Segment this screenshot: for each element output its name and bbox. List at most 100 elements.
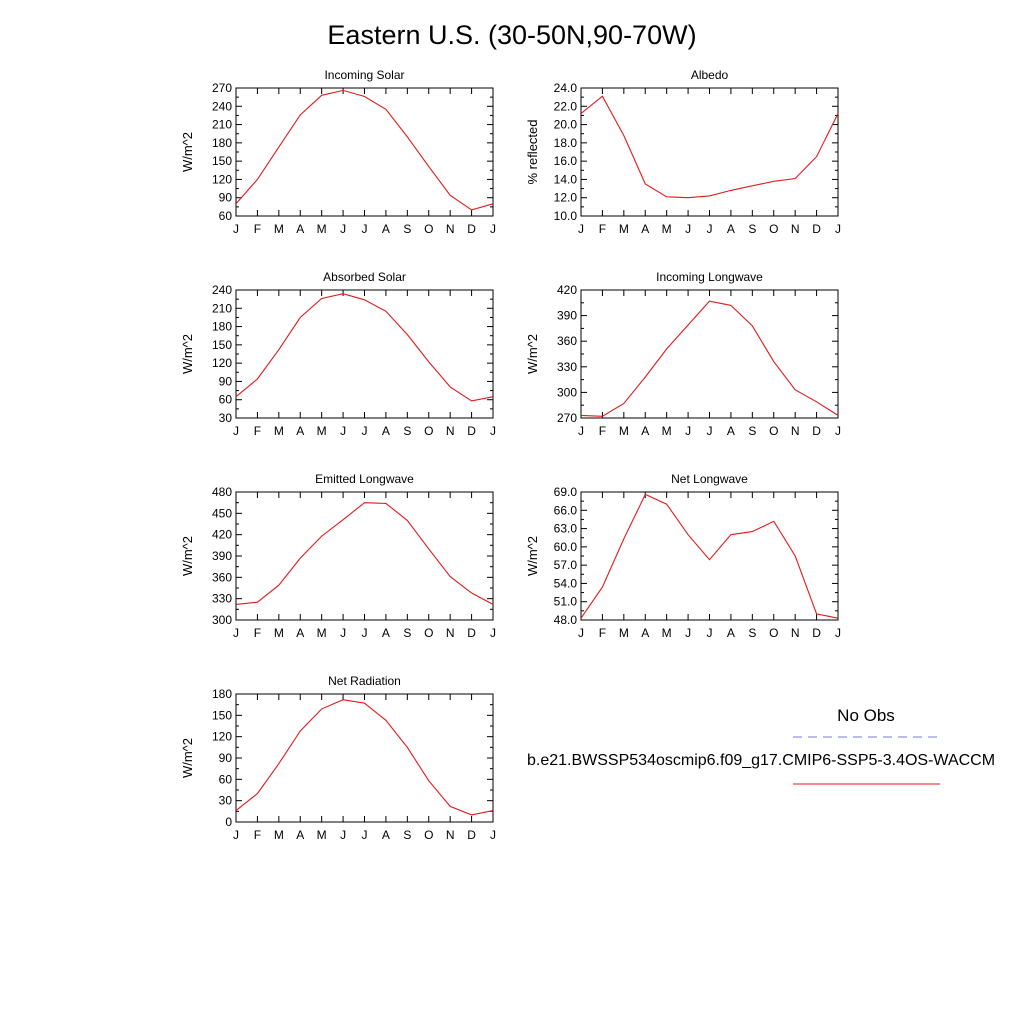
plot-frame [235, 693, 494, 823]
x-tick-label: A [382, 424, 390, 438]
y-tick-label: 240 [212, 99, 232, 113]
x-tick-label: J [233, 626, 239, 640]
y-tick-label: 12.0 [554, 191, 578, 205]
x-tick-label: A [382, 828, 390, 842]
series-line-model [580, 493, 839, 619]
y-tick-label: 22.0 [554, 99, 578, 113]
x-tick-label: O [769, 626, 778, 640]
panel-title: Net Longwave [671, 472, 748, 486]
y-tick-label: 90 [219, 191, 233, 205]
series-line-model [235, 699, 494, 816]
panel-title: Incoming Solar [324, 68, 404, 82]
panel-title: Emitted Longwave [315, 472, 414, 486]
y-axis-label: W/m^2 [180, 738, 195, 778]
y-tick-label: 120 [212, 730, 232, 744]
y-axis-label: W/m^2 [525, 536, 540, 576]
x-tick-label: F [599, 424, 606, 438]
x-tick-label: J [490, 626, 496, 640]
series-line-model [235, 293, 494, 402]
plot-frame [235, 289, 494, 419]
x-tick-label: J [707, 626, 713, 640]
panel-title: Absorbed Solar [323, 270, 406, 284]
x-tick-label: J [835, 222, 841, 236]
y-axis-label: W/m^2 [180, 334, 195, 374]
x-tick-label: J [578, 424, 584, 438]
x-tick-label: D [812, 626, 821, 640]
y-tick-label: 300 [212, 613, 232, 627]
x-tick-label: A [641, 626, 649, 640]
series-line-model [235, 502, 494, 605]
x-tick-label: D [812, 424, 821, 438]
x-tick-label: F [599, 626, 606, 640]
y-tick-label: 30 [219, 794, 233, 808]
x-tick-label: M [662, 424, 672, 438]
x-tick-label: S [748, 424, 756, 438]
y-tick-label: 20.0 [554, 118, 578, 132]
y-axis-label: W/m^2 [180, 536, 195, 576]
y-tick-label: 360 [557, 334, 577, 348]
x-tick-label: M [619, 222, 629, 236]
x-tick-label: J [835, 424, 841, 438]
x-tick-label: J [685, 626, 691, 640]
x-tick-label: J [233, 222, 239, 236]
x-tick-label: J [578, 626, 584, 640]
y-tick-label: 150 [212, 338, 232, 352]
x-tick-label: S [403, 222, 411, 236]
y-tick-label: 180 [212, 136, 232, 150]
y-tick-label: 330 [557, 360, 577, 374]
y-tick-label: 69.0 [554, 485, 578, 499]
y-tick-label: 420 [557, 283, 577, 297]
x-tick-label: J [340, 222, 346, 236]
y-tick-label: 18.0 [554, 136, 578, 150]
x-tick-label: O [769, 424, 778, 438]
y-tick-label: 180 [212, 320, 232, 334]
x-tick-label: M [619, 626, 629, 640]
x-tick-label: M [662, 222, 672, 236]
x-tick-label: M [274, 222, 284, 236]
x-tick-label: J [490, 828, 496, 842]
x-tick-label: S [748, 626, 756, 640]
y-tick-label: 24.0 [554, 81, 578, 95]
y-tick-label: 180 [212, 687, 232, 701]
x-tick-label: D [467, 828, 476, 842]
series-line-model [580, 95, 839, 199]
x-tick-label: S [748, 222, 756, 236]
x-tick-label: F [254, 222, 261, 236]
x-tick-label: N [446, 626, 455, 640]
x-tick-label: F [254, 626, 261, 640]
y-tick-label: 300 [557, 385, 577, 399]
x-tick-label: D [467, 424, 476, 438]
panel-title: Net Radiation [328, 674, 401, 688]
x-tick-label: M [662, 626, 672, 640]
y-tick-label: 330 [212, 592, 232, 606]
x-tick-label: M [274, 626, 284, 640]
y-tick-label: 390 [557, 309, 577, 323]
y-tick-label: 51.0 [554, 595, 578, 609]
x-tick-label: J [578, 222, 584, 236]
y-axis-label: W/m^2 [525, 334, 540, 374]
x-tick-label: F [254, 424, 261, 438]
x-tick-label: M [274, 828, 284, 842]
x-tick-label: S [403, 424, 411, 438]
x-tick-label: A [727, 222, 735, 236]
plot-frame [580, 491, 839, 621]
y-tick-label: 420 [212, 528, 232, 542]
y-tick-label: 10.0 [554, 209, 578, 223]
y-tick-label: 60 [219, 393, 233, 407]
x-tick-label: O [424, 424, 433, 438]
y-tick-label: 150 [212, 154, 232, 168]
x-tick-label: A [641, 222, 649, 236]
y-tick-label: 120 [212, 172, 232, 186]
x-tick-label: J [233, 424, 239, 438]
y-tick-label: 480 [212, 485, 232, 499]
panel-title: Incoming Longwave [656, 270, 763, 284]
y-tick-label: 60 [219, 772, 233, 786]
series-line-model [580, 300, 839, 417]
y-tick-label: 210 [212, 118, 232, 132]
